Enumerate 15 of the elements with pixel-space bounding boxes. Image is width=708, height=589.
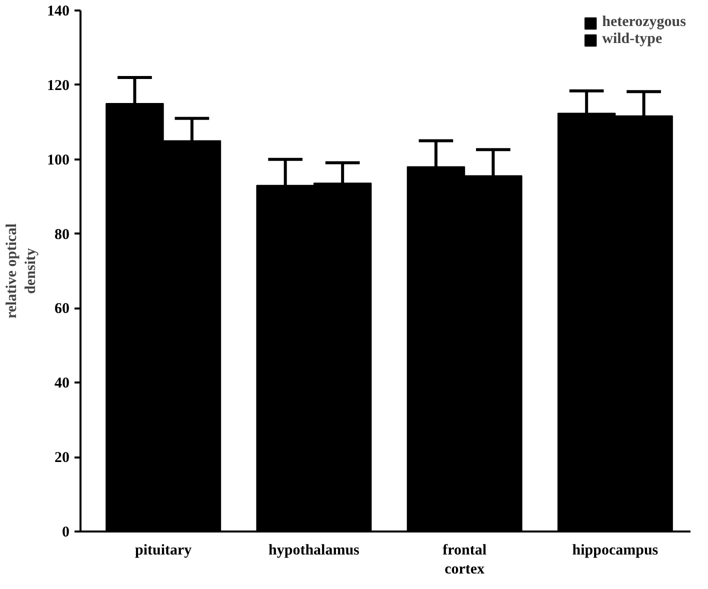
- y-tick-label: 40: [54, 376, 70, 392]
- y-tick-label: 0: [62, 524, 70, 540]
- legend-label: wild-type: [602, 31, 662, 48]
- legend-label: heterozygous: [602, 14, 686, 31]
- y-axis-title: relative optical density: [4, 223, 39, 319]
- y-tick-label: 60: [54, 301, 70, 318]
- y-tick-label: 80: [54, 226, 70, 243]
- x-tick-label: hypothalamus: [268, 542, 360, 558]
- y-tick-label: 100: [47, 152, 70, 168]
- x-tick-label: frontal cortex: [442, 542, 487, 578]
- x-tick-label: hippocampus: [572, 542, 658, 558]
- y-tick-label: 20: [54, 450, 70, 466]
- y-tick-label: 120: [47, 78, 70, 94]
- y-tick-label: 140: [47, 4, 70, 20]
- x-tick-label: pituitary: [135, 542, 192, 558]
